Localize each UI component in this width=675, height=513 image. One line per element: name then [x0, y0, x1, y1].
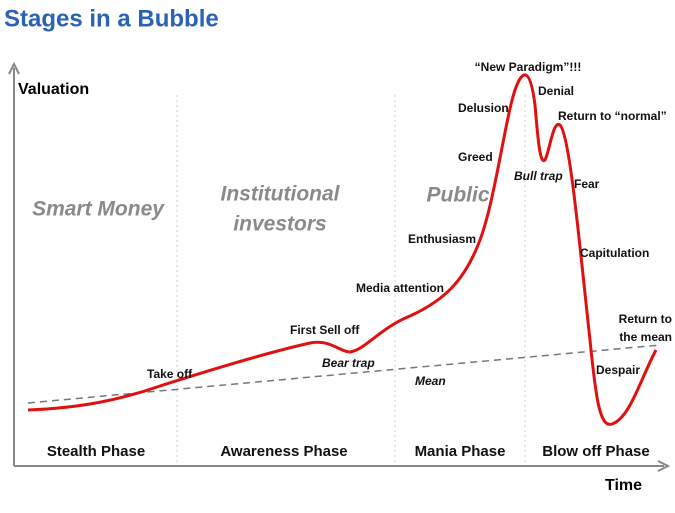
annotation: the mean	[619, 330, 672, 344]
annotation: Bear trap	[322, 356, 375, 370]
annotation: Capitulation	[580, 246, 649, 260]
annotation: Bull trap	[514, 169, 563, 183]
group-label: investors	[233, 213, 326, 236]
group-label: Public	[426, 184, 489, 207]
x-arrow	[657, 460, 671, 472]
annotation: First Sell off	[290, 323, 360, 337]
phase-dividers	[176, 95, 526, 462]
annotation: Despair	[596, 363, 640, 377]
annotation: Take off	[147, 367, 193, 381]
bubble-curve	[27, 73, 658, 426]
phase-label: Awareness Phase	[220, 443, 347, 460]
annotation: Return to “normal”	[558, 109, 667, 123]
annotation: “New Paradigm”!!!	[475, 60, 582, 74]
group-label: Smart Money	[32, 198, 165, 221]
annotation: Greed	[458, 150, 493, 164]
annotation: Enthusiasm	[408, 232, 476, 246]
annotation: Delusion	[458, 101, 509, 115]
y-arrow	[8, 61, 20, 75]
annotation: Media attention	[356, 281, 444, 295]
phase-label: Blow off Phase	[542, 443, 650, 460]
annotation: Mean	[415, 374, 446, 388]
x-label: Time	[605, 477, 642, 494]
annotation: Denial	[538, 84, 574, 98]
group-label: Institutional	[221, 183, 341, 206]
annotation: Return to	[619, 312, 672, 326]
phase-label: Stealth Phase	[47, 443, 145, 460]
phase-label: Mania Phase	[415, 443, 506, 460]
title: Stages in a Bubble	[4, 5, 219, 32]
mean-line	[27, 344, 661, 404]
annotation: Fear	[574, 177, 600, 191]
y-label: Valuation	[18, 81, 89, 98]
